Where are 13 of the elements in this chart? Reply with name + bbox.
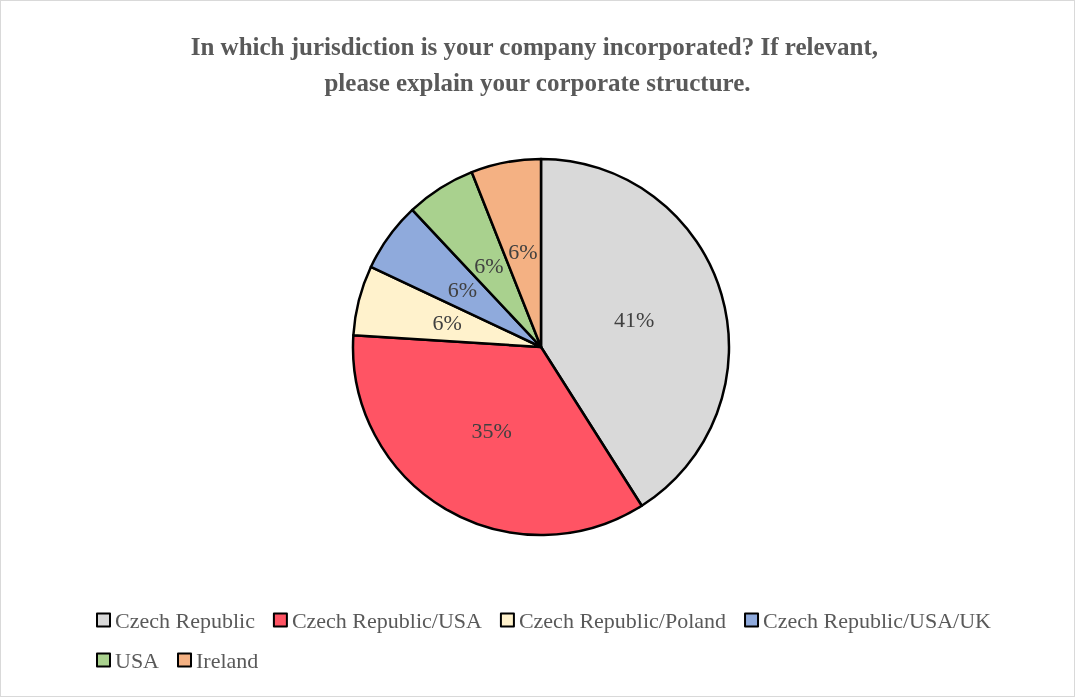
legend-label: USA <box>115 647 160 673</box>
chart-title: In which jurisdiction is your company incorporated? If relevant, please explain your corporate structure. <box>190 32 885 96</box>
data-label: 6% <box>447 277 478 303</box>
legend-label: Czech Republic/USA/UK <box>763 607 992 633</box>
legend-label: Czech Republic/USA <box>291 607 483 633</box>
legend-label: Ireland <box>196 647 259 673</box>
data-label: 6% <box>432 310 462 336</box>
data-label: 35% <box>471 417 512 443</box>
data-label: 6% <box>508 239 538 265</box>
data-label: 41% <box>613 307 655 333</box>
legend-label: Czech Republic <box>115 607 256 633</box>
legend-label: Czech Republic/Poland <box>518 607 727 633</box>
data-label: 6% <box>474 252 504 278</box>
